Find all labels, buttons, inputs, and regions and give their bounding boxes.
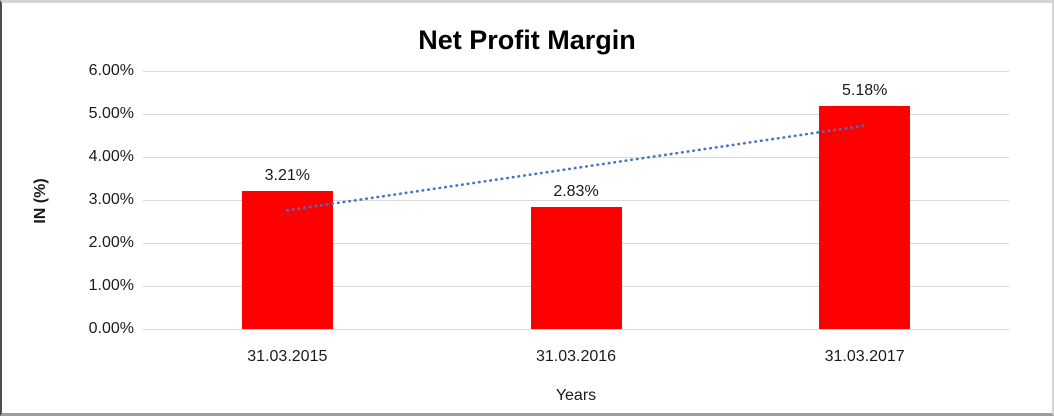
x-tick-label: 31.03.2016 — [535, 348, 617, 365]
gridline — [143, 113, 1009, 115]
y-tick-label: 5.00% — [88, 105, 134, 122]
bar-31.03.2016 — [530, 207, 622, 329]
y-tick-label: 0.00% — [88, 320, 134, 337]
bar-data-label: 3.21% — [264, 166, 311, 184]
plot-area: 3.21% 2.83% 5.18% — [143, 70, 1009, 330]
y-tick-label: 4.00% — [88, 148, 134, 165]
y-tick-label: 2.00% — [88, 234, 134, 251]
x-tick-label: 31.03.2017 — [824, 348, 905, 365]
x-axis-title: Years — [555, 387, 597, 404]
y-tick-label: 1.00% — [88, 277, 134, 294]
y-tick-label: 3.00% — [88, 191, 134, 208]
gridline — [143, 70, 1009, 72]
bar-data-label: 5.18% — [841, 82, 888, 100]
bar-31.03.2017 — [819, 106, 911, 329]
chart-title: Net Profit Margin — [418, 25, 636, 55]
bar-data-label: 2.83% — [553, 183, 599, 201]
bar-31.03.2015 — [241, 190, 333, 329]
y-tick-label: 6.00% — [88, 62, 134, 79]
x-tick-label: 31.03.2015 — [247, 348, 328, 365]
gridline — [143, 328, 1009, 330]
